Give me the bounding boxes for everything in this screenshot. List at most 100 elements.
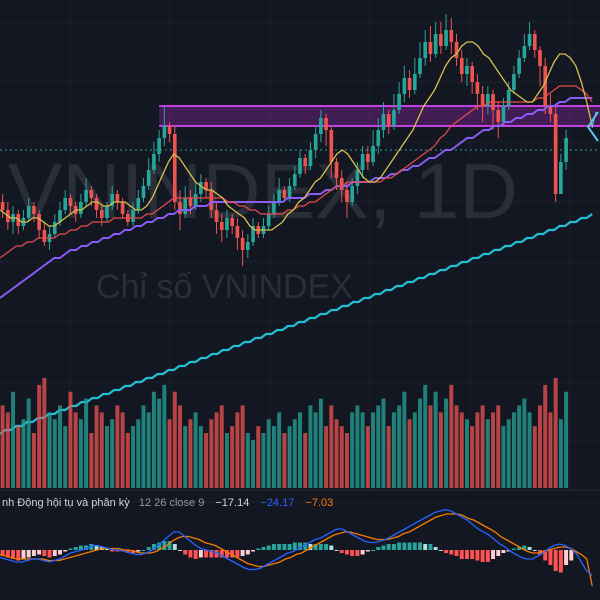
candle-body <box>527 34 532 46</box>
moving-average-lines[interactable] <box>0 41 593 435</box>
macd-hist-bar <box>224 550 229 558</box>
candle <box>230 214 234 234</box>
volume-bar <box>339 426 344 488</box>
macd-hist-bar <box>496 550 501 556</box>
candle <box>225 210 229 238</box>
volume-bar <box>47 412 52 488</box>
ma-fast-line <box>0 41 593 231</box>
candle-body <box>454 42 459 58</box>
volume-bar <box>475 412 480 488</box>
candle-body <box>110 194 114 206</box>
candle <box>157 130 161 162</box>
macd-hist-bar <box>428 544 433 550</box>
candle-body <box>42 230 47 242</box>
macd-hist-bar <box>94 545 99 550</box>
macd-hist-bar <box>464 550 469 559</box>
macd-hist-bar <box>449 550 454 555</box>
candle <box>251 218 255 246</box>
volume-bar <box>496 405 501 488</box>
volume-bar <box>188 419 193 488</box>
macd-hist-bar <box>230 550 235 558</box>
macd-hist-bar <box>73 547 78 550</box>
candle <box>371 130 375 166</box>
candle-body <box>193 194 198 206</box>
volume-bar <box>245 433 250 488</box>
macd-hist-bar <box>5 550 10 558</box>
volume-bar <box>58 405 62 488</box>
volume-bar <box>240 405 245 488</box>
volume-bar <box>517 405 522 488</box>
macd-hist-bar <box>381 545 386 550</box>
macd-hist-bar <box>68 548 73 550</box>
candle <box>266 206 271 230</box>
resistance-zone[interactable] <box>159 105 600 127</box>
volume-bar <box>344 433 349 488</box>
candle-body <box>386 114 391 126</box>
candle <box>26 198 31 222</box>
candle-body <box>146 170 151 186</box>
candle <box>475 74 480 110</box>
candle-body <box>136 198 141 210</box>
macd-hist-bar <box>376 547 381 550</box>
candle-body <box>324 118 328 130</box>
candle <box>167 122 172 142</box>
candle-body <box>308 150 313 166</box>
volume-bar <box>360 412 365 488</box>
candle <box>313 126 318 158</box>
candle <box>444 14 448 50</box>
candle-body <box>89 190 94 198</box>
volume-bar <box>78 419 83 488</box>
volume-bar <box>527 412 532 488</box>
candle-body <box>480 94 485 106</box>
candlestick-series[interactable] <box>0 14 568 266</box>
macd-hist-bar <box>42 550 47 556</box>
volume-bar <box>381 398 386 488</box>
volume-bar <box>522 398 527 488</box>
macd-legend-params: 12 26 close 9 <box>139 497 204 509</box>
volume-bar <box>16 426 21 488</box>
macd-hist-bar <box>287 544 292 550</box>
volume-bar <box>26 398 31 488</box>
macd-hist-bar <box>491 550 496 559</box>
candle <box>397 82 401 114</box>
candle-body <box>345 190 349 202</box>
candle <box>543 58 548 114</box>
macd-hist-bar <box>110 550 115 552</box>
candle <box>407 70 412 98</box>
volume-bar <box>230 426 235 488</box>
candle-body <box>183 198 188 214</box>
candle <box>527 22 532 50</box>
candle-body <box>94 198 99 210</box>
candle-body <box>459 58 464 74</box>
candle-body <box>412 74 417 90</box>
candle <box>360 146 365 178</box>
macd-indicator[interactable] <box>0 508 593 587</box>
macd-hist-bar <box>245 550 250 555</box>
candle <box>512 66 516 94</box>
candle <box>214 202 219 234</box>
macd-hist-bar <box>141 550 146 551</box>
candle <box>381 102 386 138</box>
candle-body <box>79 202 83 214</box>
candle <box>99 206 104 226</box>
candle-body <box>407 78 412 90</box>
macd-hist-bar <box>292 542 297 550</box>
macd-legend[interactable]: nh Động hội tụ và phân kỳ 12 26 close 9 … <box>2 497 333 509</box>
candle <box>433 22 438 58</box>
macd-hist-bar <box>339 550 344 553</box>
volume-bar <box>506 419 511 488</box>
ma-slow-line <box>0 97 593 299</box>
volume-bars[interactable] <box>0 378 569 488</box>
candle-body <box>428 42 433 54</box>
candle <box>517 50 521 78</box>
candle-body <box>282 190 287 198</box>
candle-body <box>506 90 511 106</box>
macd-legend-macd: −17.14 <box>215 497 249 509</box>
volume-bar <box>433 391 438 488</box>
volume-bar <box>52 419 57 488</box>
candle-body <box>371 146 375 162</box>
volume-bar <box>412 412 417 488</box>
macd-hist-bar <box>204 550 209 558</box>
